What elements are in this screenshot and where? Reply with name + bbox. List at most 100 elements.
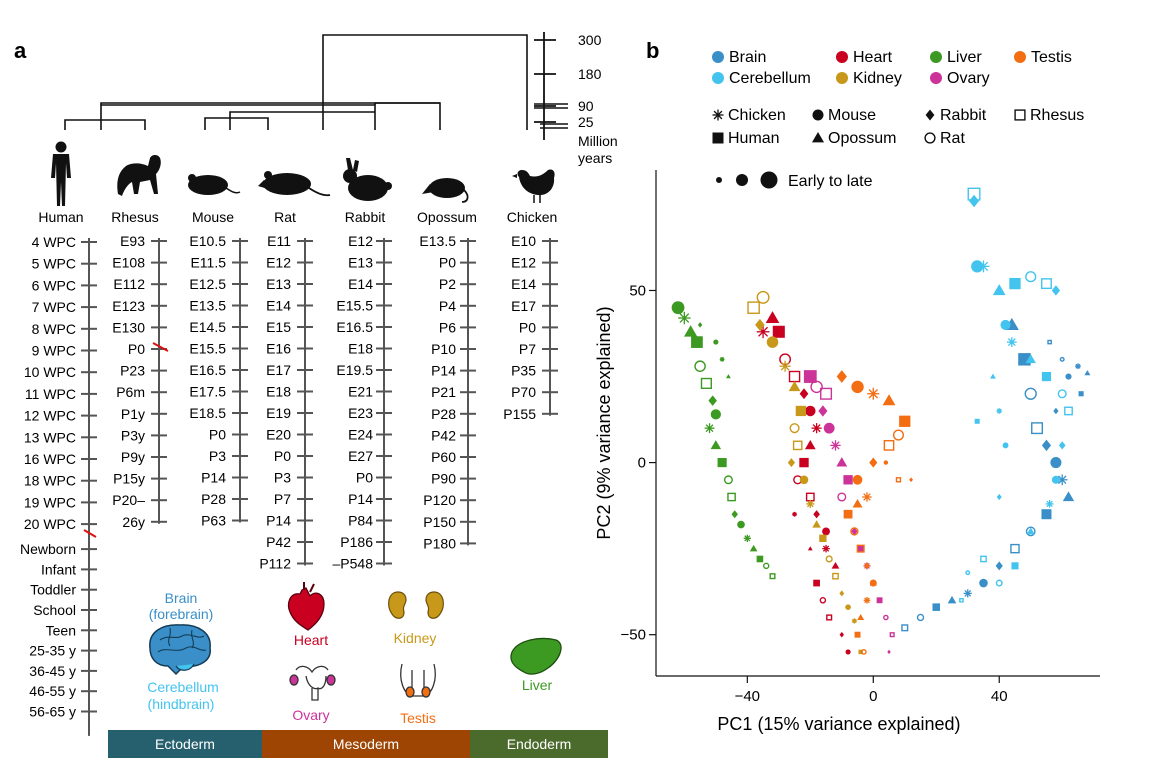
marker-square-open xyxy=(1014,109,1026,121)
stage-label: E15 xyxy=(266,319,291,335)
data-point xyxy=(1051,475,1060,484)
species-legend-label: Rabbit xyxy=(940,107,987,124)
series-testis xyxy=(836,370,913,655)
stage-label: P14 xyxy=(431,363,456,379)
stage-label: 16 WPC xyxy=(24,451,76,467)
species-label: Chicken xyxy=(507,209,558,225)
data-point xyxy=(749,544,758,552)
data-point xyxy=(700,377,712,390)
time-scale-tick-label: 180 xyxy=(578,66,602,82)
data-point xyxy=(839,631,845,638)
data-point xyxy=(843,509,853,519)
species-legend-label: Chicken xyxy=(728,107,786,124)
data-point xyxy=(863,562,870,570)
organ-legend-swatch xyxy=(836,72,848,84)
organ-legend-swatch xyxy=(930,72,942,84)
stage-label: 12 WPC xyxy=(24,408,76,424)
data-point xyxy=(851,618,858,624)
marker-asterisk-stroke xyxy=(758,326,769,337)
stage-label: P0 xyxy=(439,255,456,271)
heart-icon xyxy=(287,582,325,631)
data-point xyxy=(811,423,822,434)
series-kidney xyxy=(747,290,863,655)
data-point xyxy=(882,394,896,406)
data-point xyxy=(812,520,821,528)
stage-label: P70 xyxy=(511,384,536,400)
stage-label: E10 xyxy=(511,233,536,249)
stage-label: E24 xyxy=(348,427,373,443)
stage-label: 25-35 y xyxy=(29,643,76,659)
marker-asterisk-stroke xyxy=(679,313,690,323)
data-point xyxy=(1025,354,1036,364)
stage-label: P0 xyxy=(519,319,536,335)
brain-icon xyxy=(149,624,211,676)
data-point xyxy=(856,544,865,553)
data-point xyxy=(772,325,785,338)
data-point xyxy=(1050,457,1062,469)
stage-label: E15.5 xyxy=(336,298,373,314)
x-tick-label: 0 xyxy=(869,688,877,705)
marker-asterisk-stroke xyxy=(868,389,878,399)
data-point xyxy=(850,527,859,536)
data-point xyxy=(799,457,809,468)
stage-label: P0 xyxy=(356,470,373,486)
data-point xyxy=(869,457,878,468)
data-point xyxy=(762,562,770,570)
data-point xyxy=(818,405,828,417)
cerebellum-label: Cerebellum xyxy=(147,679,219,695)
stage-label: P6m xyxy=(116,384,145,400)
data-point xyxy=(710,409,721,420)
data-point xyxy=(916,613,925,622)
stage-label: P42 xyxy=(431,427,456,443)
scatter-points xyxy=(671,187,1091,655)
stage-label: P7 xyxy=(519,341,536,357)
testis-icon xyxy=(400,663,436,698)
stage-label: P3y xyxy=(121,427,145,443)
x-tick-label: −40 xyxy=(735,688,760,705)
phylogenetic-tree xyxy=(64,34,528,130)
marker-circle-open xyxy=(924,132,936,144)
data-point xyxy=(684,325,698,337)
data-point xyxy=(813,510,820,519)
stage-label: P6 xyxy=(439,319,456,335)
data-point xyxy=(899,415,911,427)
ectoderm-band xyxy=(108,730,262,758)
ovary-icon xyxy=(289,665,336,701)
stage-label: E93 xyxy=(120,233,145,249)
data-point xyxy=(845,649,851,655)
organ-legend-label: Kidney xyxy=(853,70,902,87)
data-point xyxy=(969,194,980,208)
stage-label: P42 xyxy=(266,534,291,550)
stage-label: 18 WPC xyxy=(24,473,76,489)
y-tick-label: −50 xyxy=(621,627,646,644)
marker-asterisk-stroke xyxy=(719,357,725,362)
data-point xyxy=(830,440,841,451)
data-point xyxy=(779,360,791,372)
stage-label: 9 WPC xyxy=(32,343,76,359)
data-point xyxy=(756,555,764,563)
species-label: Rat xyxy=(274,209,296,225)
tree-root-branch xyxy=(322,34,528,130)
marker-asterisk-stroke xyxy=(852,618,857,624)
data-point xyxy=(1041,278,1052,290)
mesoderm-label: Mesoderm xyxy=(333,736,399,752)
stage-label: E12.5 xyxy=(189,276,226,292)
timeline-break-marks xyxy=(83,342,169,538)
x-axis-label: PC1 (15% variance explained) xyxy=(717,714,960,734)
germ-layer-bar: Ectoderm Mesoderm Endoderm xyxy=(108,730,608,758)
stage-label: P20– xyxy=(112,492,145,508)
marker-asterisk-stroke xyxy=(996,408,1002,414)
data-point xyxy=(974,418,980,424)
stage-label: E17.5 xyxy=(189,384,226,400)
marker-square xyxy=(712,132,724,144)
stage-label: Infant xyxy=(41,561,76,577)
data-point xyxy=(851,380,864,394)
data-point xyxy=(807,546,813,551)
cerebellum-sub-label: (hindbrain) xyxy=(148,696,215,712)
marker-asterisk-stroke xyxy=(1046,500,1053,508)
data-point xyxy=(825,555,833,563)
stage-label: P9y xyxy=(121,449,145,465)
stage-label: E14 xyxy=(266,298,291,314)
stage-label: 11 WPC xyxy=(25,386,76,402)
